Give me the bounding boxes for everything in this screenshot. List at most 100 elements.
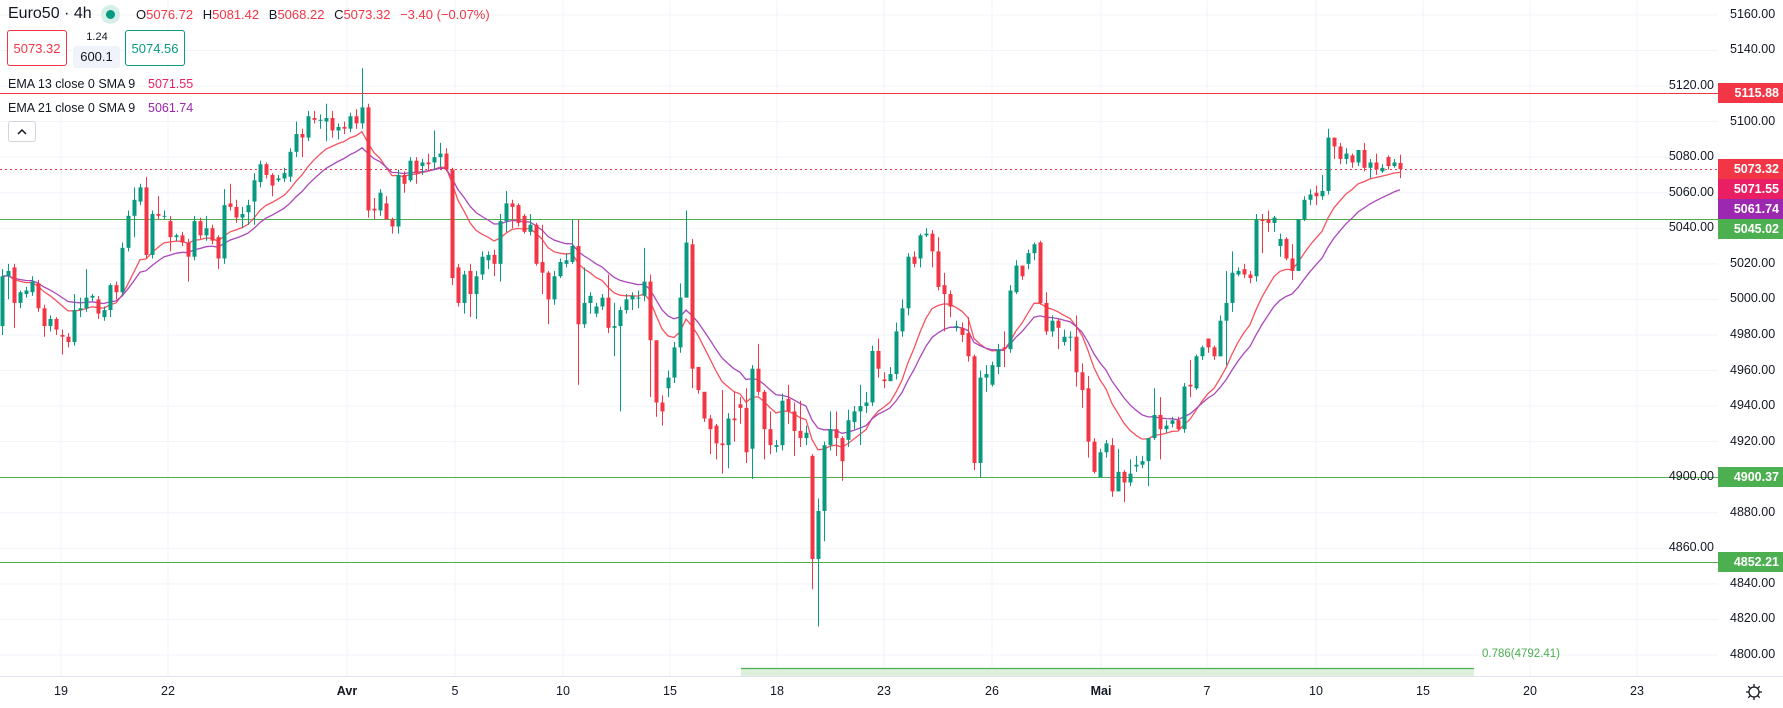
candle-body (900, 308, 905, 332)
candle (1056, 318, 1061, 350)
time-tick-label: 10 (1309, 684, 1323, 698)
candle-body (786, 398, 791, 412)
candle (372, 198, 377, 220)
candle (558, 258, 563, 279)
candle-body (762, 391, 767, 430)
spread-value: 1.24 (86, 31, 108, 43)
candle (234, 199, 239, 223)
price-tick-label: 5160.00 (1730, 6, 1776, 21)
price-tick-label: 4880.00 (1730, 504, 1776, 519)
price-tick-label: 5060.00 (1668, 184, 1714, 199)
price-tick-label: 5040.00 (1668, 220, 1714, 235)
indicator-ema13-legend[interactable]: EMA 13 close 0 SMA 9 5071.55 (8, 77, 193, 91)
candle (324, 103, 329, 142)
candle-body (360, 107, 365, 124)
candle-body (1020, 265, 1025, 277)
fib-level-label: 0.786(4792.41) (1482, 648, 1561, 660)
candle-body (0, 276, 5, 327)
candle (852, 406, 857, 430)
price-badge: 5045.02 (1718, 219, 1783, 240)
candle (468, 263, 473, 318)
candle (1032, 242, 1037, 261)
low-label: B (268, 7, 278, 22)
candle-body (1398, 162, 1403, 170)
candle (798, 400, 803, 447)
candle (648, 274, 653, 398)
change-value: −3.40 (−0.07%) (400, 7, 490, 22)
candle (1260, 214, 1265, 254)
price-badge: 5073.32 (1718, 159, 1783, 180)
candle-body (810, 455, 815, 559)
candle-body (618, 310, 623, 327)
candle-body (552, 276, 557, 300)
candle-body (1284, 238, 1289, 259)
candle-body (738, 404, 743, 408)
settings-button[interactable] (1744, 682, 1764, 702)
candle (1392, 158, 1397, 168)
candle-body (678, 297, 683, 348)
quantity-input[interactable]: 600.1 (73, 46, 120, 68)
candle (246, 199, 251, 225)
candle (1344, 148, 1349, 165)
candle-body (1200, 347, 1205, 357)
candle-body (60, 334, 65, 337)
candle-body (1134, 464, 1139, 467)
candle (288, 148, 293, 183)
candle (1116, 448, 1121, 492)
candle (1044, 292, 1049, 335)
candle (264, 162, 269, 179)
candle (216, 235, 221, 270)
candle-body (948, 294, 953, 307)
collapse-legend-button[interactable] (8, 121, 36, 142)
candle-body (354, 116, 359, 124)
candle (1092, 438, 1097, 474)
candle-body (984, 374, 989, 378)
candle (48, 315, 53, 332)
candle-body (1170, 420, 1175, 424)
candle (960, 322, 965, 343)
sell-button[interactable]: 5073.32 (7, 30, 67, 66)
candle-body (1032, 244, 1037, 254)
candle-body (234, 206, 239, 218)
time-tick-label: 18 (770, 684, 784, 698)
price-badge: 4900.37 (1718, 466, 1783, 487)
candle (354, 109, 359, 129)
indicator-value: 5061.74 (148, 101, 194, 115)
candle-body (660, 402, 665, 412)
candle (1284, 237, 1289, 261)
candle-body (540, 262, 545, 273)
candle (1230, 251, 1235, 312)
candle (438, 142, 443, 168)
candle-body (1014, 265, 1019, 293)
candle (270, 173, 275, 197)
candle-body (288, 151, 293, 177)
candle-body (1290, 258, 1295, 271)
symbol-title[interactable]: Euro50 · 4h (8, 5, 92, 22)
candle (672, 342, 677, 383)
candle (18, 290, 23, 309)
candle (690, 238, 695, 389)
candle-body (96, 299, 101, 314)
buy-button[interactable]: 5074.56 (125, 30, 185, 66)
candle-body (240, 214, 245, 218)
candle (204, 215, 209, 241)
candle (432, 130, 437, 170)
candle-body (1368, 162, 1373, 168)
candle-body (744, 407, 749, 453)
candle (1350, 153, 1355, 168)
candle (720, 390, 725, 474)
candle-body (1392, 162, 1397, 167)
candle-body (756, 368, 761, 392)
candle (378, 189, 383, 216)
candle-body (144, 187, 149, 255)
candle (762, 390, 767, 460)
candle-body (522, 215, 527, 232)
indicator-ema21-legend[interactable]: EMA 21 close 0 SMA 9 5061.74 (8, 101, 193, 115)
candle-body (1374, 162, 1379, 170)
candle (618, 306, 623, 412)
candle-body (612, 326, 617, 328)
candle (594, 302, 599, 318)
candle (750, 365, 755, 479)
candle-body (606, 297, 611, 328)
